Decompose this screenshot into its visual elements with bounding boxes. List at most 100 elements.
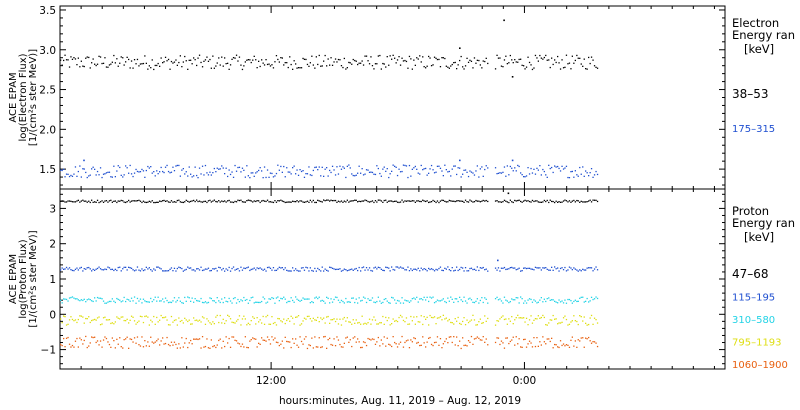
data-point bbox=[592, 199, 594, 201]
data-point bbox=[210, 297, 212, 300]
data-point bbox=[139, 345, 142, 347]
data-point bbox=[521, 174, 523, 176]
data-point bbox=[315, 201, 317, 204]
data-point bbox=[365, 267, 368, 269]
data-point bbox=[190, 267, 192, 269]
data-point bbox=[448, 170, 450, 173]
data-point bbox=[520, 270, 522, 272]
data-point bbox=[225, 336, 227, 338]
data-point bbox=[589, 199, 591, 201]
data-point bbox=[568, 177, 571, 179]
data-point bbox=[395, 266, 397, 268]
data-point bbox=[385, 199, 387, 201]
data-point bbox=[454, 344, 456, 346]
data-point bbox=[113, 54, 115, 57]
data-point bbox=[312, 199, 314, 202]
data-point bbox=[481, 67, 483, 69]
data-point bbox=[194, 270, 196, 272]
data-point bbox=[125, 266, 127, 268]
data-point bbox=[478, 176, 480, 178]
data-point bbox=[543, 298, 545, 300]
data-point bbox=[462, 337, 464, 339]
data-point bbox=[435, 341, 437, 343]
data-point bbox=[454, 318, 456, 320]
data-point bbox=[505, 318, 507, 320]
data-point bbox=[145, 301, 147, 303]
data-point bbox=[187, 200, 189, 202]
data-point bbox=[552, 269, 554, 271]
data-point bbox=[145, 345, 147, 347]
data-point bbox=[382, 168, 384, 170]
data-point bbox=[422, 299, 424, 301]
data-point bbox=[292, 200, 294, 202]
data-point bbox=[368, 299, 371, 301]
data-point bbox=[160, 57, 162, 59]
data-point bbox=[435, 323, 437, 325]
data-point bbox=[371, 338, 374, 340]
data-point bbox=[509, 267, 511, 269]
data-point bbox=[117, 343, 119, 345]
data-point bbox=[194, 59, 196, 61]
data-point bbox=[590, 56, 593, 58]
data-point bbox=[94, 63, 96, 65]
data-point bbox=[305, 298, 307, 300]
y-tick-label-electron: 2.5 bbox=[39, 85, 56, 97]
data-point bbox=[178, 343, 180, 345]
data-point bbox=[312, 270, 314, 272]
data-point bbox=[194, 298, 196, 300]
data-point bbox=[289, 320, 291, 322]
data-point bbox=[306, 200, 309, 202]
data-point bbox=[272, 339, 275, 341]
data-point bbox=[419, 298, 421, 300]
data-point bbox=[422, 269, 424, 271]
data-point bbox=[238, 166, 241, 168]
data-point bbox=[423, 316, 425, 318]
data-point bbox=[280, 320, 282, 322]
data-point bbox=[327, 339, 329, 341]
data-point bbox=[83, 322, 85, 324]
data-point bbox=[420, 315, 422, 317]
data-point bbox=[308, 201, 310, 203]
data-point bbox=[576, 346, 578, 348]
data-point bbox=[487, 317, 489, 320]
data-point bbox=[70, 346, 72, 348]
data-point bbox=[167, 324, 170, 326]
data-point bbox=[549, 199, 551, 201]
data-point bbox=[278, 61, 280, 63]
data-point bbox=[448, 67, 450, 69]
data-point bbox=[309, 174, 311, 176]
data-point bbox=[525, 175, 528, 177]
data-point bbox=[287, 300, 289, 303]
data-point bbox=[395, 343, 397, 345]
data-point bbox=[232, 57, 235, 59]
data-point bbox=[454, 269, 456, 271]
data-point bbox=[436, 165, 439, 167]
data-point bbox=[302, 343, 304, 345]
data-point bbox=[320, 300, 322, 302]
data-point bbox=[422, 169, 424, 171]
data-point bbox=[169, 268, 171, 270]
data-point bbox=[571, 55, 573, 57]
data-point bbox=[169, 172, 171, 174]
data-point bbox=[261, 322, 263, 324]
data-point bbox=[63, 200, 65, 202]
data-point bbox=[306, 347, 309, 350]
data-point bbox=[385, 266, 387, 268]
data-point bbox=[577, 300, 579, 302]
data-point bbox=[340, 324, 343, 326]
data-point bbox=[582, 320, 584, 322]
data-point bbox=[91, 336, 93, 338]
data-point bbox=[330, 57, 332, 59]
data-point bbox=[408, 347, 411, 349]
data-point bbox=[317, 267, 319, 270]
data-point bbox=[227, 62, 229, 64]
data-point bbox=[571, 269, 573, 271]
data-point bbox=[71, 344, 74, 347]
data-point bbox=[135, 342, 137, 344]
data-point bbox=[204, 59, 207, 61]
data-point bbox=[163, 270, 165, 272]
data-point bbox=[463, 317, 465, 319]
data-point bbox=[167, 201, 170, 203]
data-point bbox=[231, 171, 233, 173]
data-point bbox=[247, 322, 249, 324]
